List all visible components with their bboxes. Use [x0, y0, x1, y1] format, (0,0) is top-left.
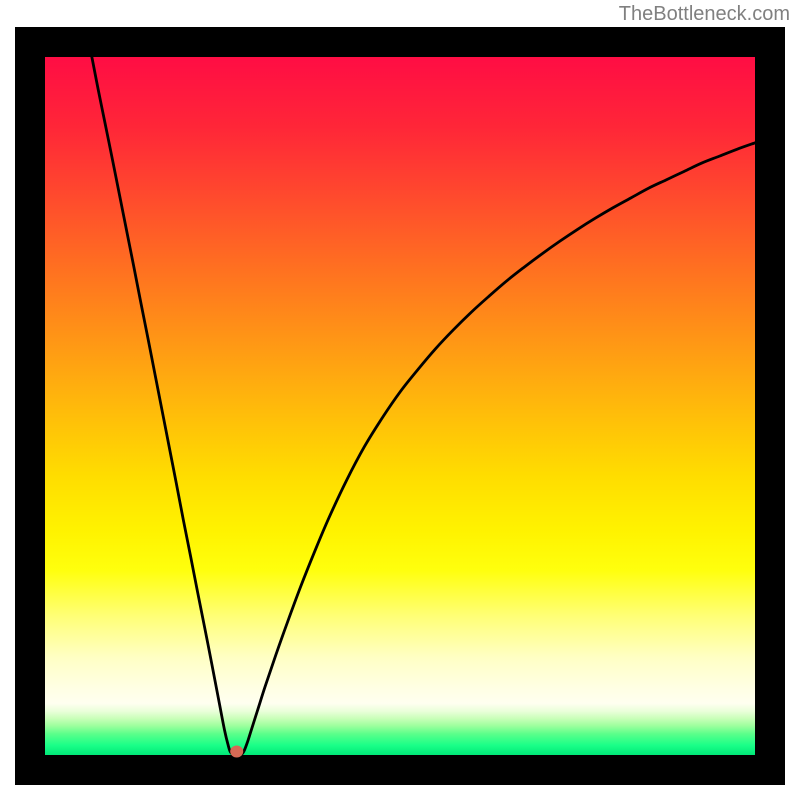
frame-bottom [15, 755, 785, 785]
frame-right [755, 27, 785, 785]
bottleneck-chart: TheBottleneck.com [0, 0, 800, 800]
chart-svg [0, 0, 800, 800]
frame-left [15, 27, 45, 785]
gradient-background [45, 57, 755, 755]
optimal-marker [230, 746, 243, 758]
watermark-text: TheBottleneck.com [619, 3, 790, 26]
plot-area [15, 27, 785, 785]
frame-top [15, 27, 785, 57]
